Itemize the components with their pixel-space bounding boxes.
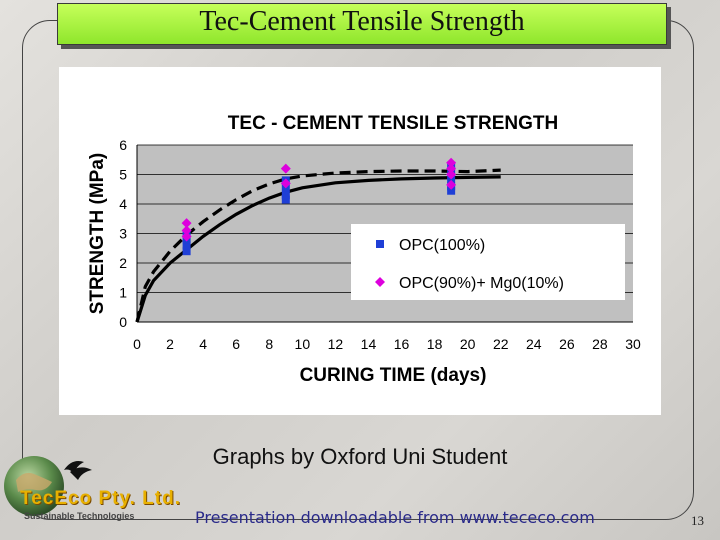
data-point-opc — [281, 195, 290, 204]
y-axis-label: STRENGTH (MPa) — [87, 153, 108, 315]
x-tick-label: 18 — [427, 336, 443, 352]
data-point-opc-mgo — [446, 157, 457, 168]
y-tick-label: 4 — [119, 196, 127, 212]
x-tick-label: 20 — [460, 336, 476, 352]
trendline-opc — [135, 175, 501, 323]
data-point-opc-mgo — [446, 169, 457, 180]
y-tick-label: 6 — [119, 137, 127, 153]
globe-logo-icon — [4, 456, 92, 516]
legend-box — [351, 224, 625, 300]
data-point-opc — [182, 241, 191, 250]
x-tick-label: 26 — [559, 336, 575, 352]
x-tick-label: 4 — [199, 336, 207, 352]
data-point-opc-mgo — [280, 178, 291, 189]
x-tick-label: 6 — [232, 336, 240, 352]
x-tick-label: 2 — [166, 336, 174, 352]
data-point-opc — [182, 247, 191, 256]
x-tick-label: 22 — [493, 336, 509, 352]
x-tick-label: 16 — [394, 336, 410, 352]
y-tick-label: 5 — [119, 167, 127, 183]
y-tick-label: 1 — [119, 285, 127, 301]
data-point-opc-mgo — [446, 179, 457, 190]
title-banner: Tec-Cement Tensile Strength — [57, 3, 667, 45]
legend-label-opc: OPC(100%) — [399, 237, 485, 254]
x-tick-label: 0 — [133, 336, 141, 352]
x-tick-label: 8 — [265, 336, 273, 352]
x-tick-label: 30 — [625, 336, 641, 352]
slide-title: Tec-Cement Tensile Strength — [199, 6, 525, 37]
data-point-opc-mgo — [181, 231, 192, 242]
legend-label-opc-mgo: OPC(90%)+ Mg0(10%) — [399, 275, 564, 292]
download-link-text: Presentation downloadable from www.tecec… — [195, 508, 595, 527]
tececo-logo: TecEco Pty. Ltd. Sustainable Technologie… — [0, 452, 200, 540]
credit-text: Graphs by Oxford Uni Student — [212, 444, 508, 469]
x-tick-label: 10 — [295, 336, 311, 352]
y-tick-label: 2 — [119, 255, 127, 271]
chart-title: TEC - CEMENT TENSILE STRENGTH — [228, 113, 558, 134]
data-point-opc-mgo — [280, 163, 291, 174]
legend-marker-opc-mgo — [375, 277, 385, 287]
logo-wordmark: TecEco Pty. Ltd. — [20, 488, 181, 509]
x-tick-label: 24 — [526, 336, 542, 352]
data-point-opc — [447, 186, 456, 195]
x-axis-label: CURING TIME (days) — [300, 365, 487, 386]
y-tick-label: 3 — [119, 226, 127, 242]
x-tick-label: 14 — [361, 336, 377, 352]
legend-marker-opc — [376, 240, 384, 248]
data-point-opc-mgo — [181, 218, 192, 229]
data-point-opc-mgo — [446, 163, 457, 174]
y-tick-label: 0 — [119, 314, 127, 330]
x-tick-label: 28 — [592, 336, 608, 352]
data-point-opc — [281, 191, 290, 200]
data-point-opc-mgo — [181, 225, 192, 236]
chart-panel: 0 1 2 3 4 5 6 0 2 4 6 8 10 12 14 16 18 20 22 24 26 28 30 TEC - … — [59, 67, 661, 415]
x-tick-label: 12 — [328, 336, 344, 352]
trendline-opc-mgo — [135, 168, 501, 323]
logo-tagline: Sustainable Technologies — [24, 511, 135, 521]
page-number: 13 — [691, 513, 704, 528]
